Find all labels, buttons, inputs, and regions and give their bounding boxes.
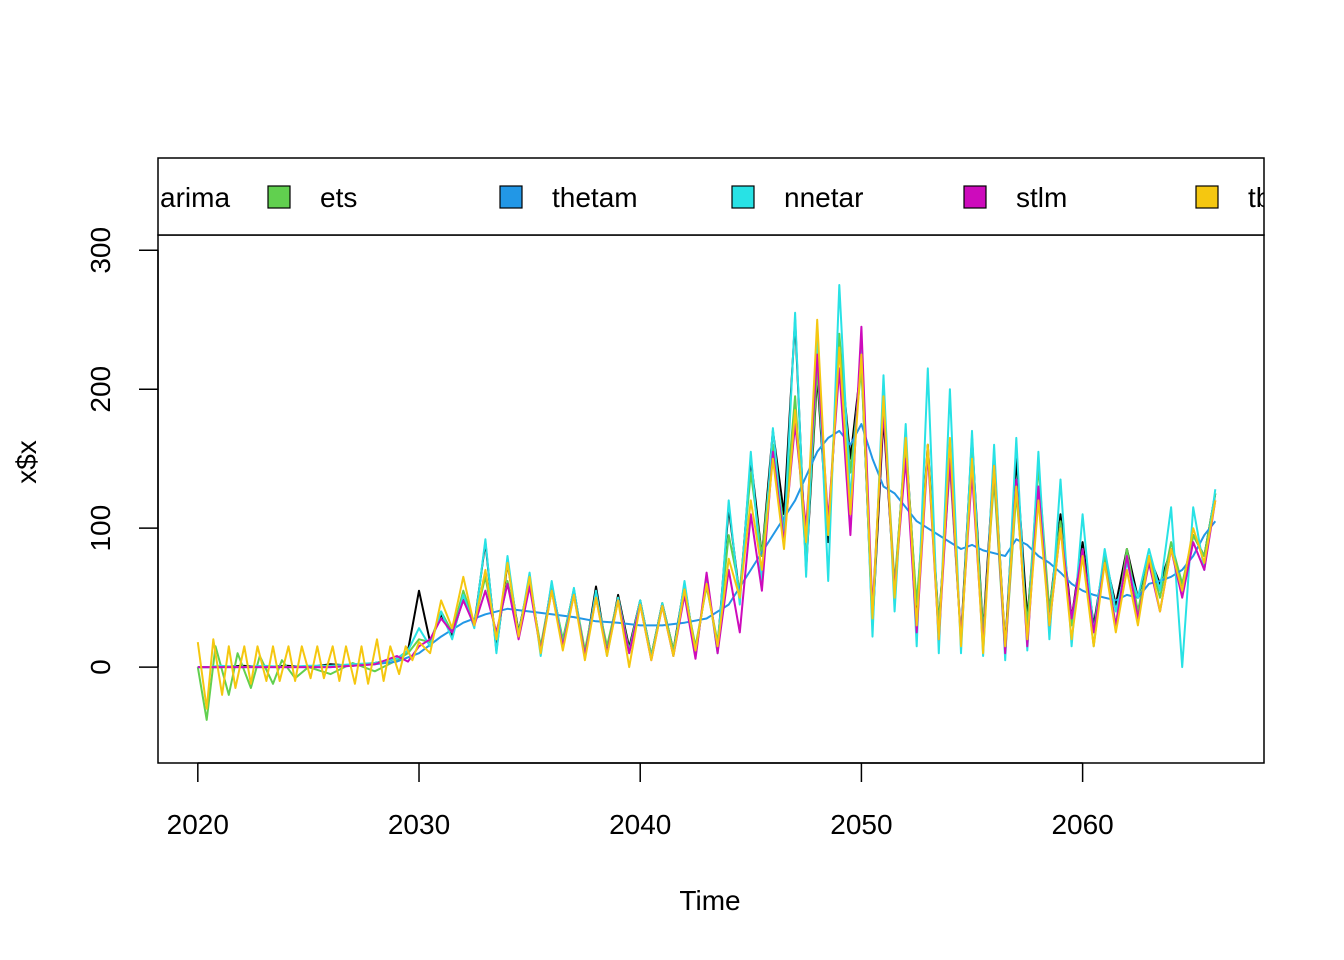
series-line-tb <box>196 318 1217 710</box>
legend-swatch-nnetar <box>731 185 755 209</box>
x-tick-label: 2050 <box>830 809 892 840</box>
legend-swatch-tb <box>1195 185 1219 209</box>
x-tick-label: 2020 <box>167 809 229 840</box>
series-line-arima <box>197 318 1217 669</box>
legend-swatch-stlm <box>963 185 987 209</box>
legend-label-stlm: stlm <box>1016 182 1067 213</box>
x-axis-label: Time <box>679 885 740 916</box>
legend: arima ets thetam nnetar stlm tb <box>157 157 1271 236</box>
legend-label-nnetar: nnetar <box>784 182 863 213</box>
x-tick-label: 2040 <box>609 809 671 840</box>
y-tick-label: 200 <box>85 366 116 413</box>
y-tick-label: 100 <box>85 505 116 552</box>
series-line-thetam <box>197 423 1217 669</box>
y-axis: 0 100 200 300 <box>85 227 159 675</box>
y-tick-label: 0 <box>85 659 116 675</box>
x-tick-label: 2060 <box>1051 809 1113 840</box>
x-axis: 2020 2030 2040 2050 2060 <box>167 762 1114 840</box>
series-line-nnetar <box>197 284 1217 669</box>
x-tick-label: 2030 <box>388 809 450 840</box>
legend-swatch-thetam <box>499 185 523 209</box>
legend-box <box>157 157 1265 236</box>
legend-label-ets: ets <box>320 182 357 213</box>
legend-swatch-ets <box>267 185 291 209</box>
series-layer <box>196 284 1217 721</box>
legend-label-tb: tb <box>1248 182 1271 213</box>
series-line-stlm <box>197 325 1217 669</box>
y-axis-label: x$x <box>11 440 42 484</box>
plot-frame <box>157 234 1265 764</box>
legend-label-thetam: thetam <box>552 182 638 213</box>
legend-label-arima: arima <box>160 182 230 213</box>
y-tick-label: 300 <box>85 227 116 274</box>
